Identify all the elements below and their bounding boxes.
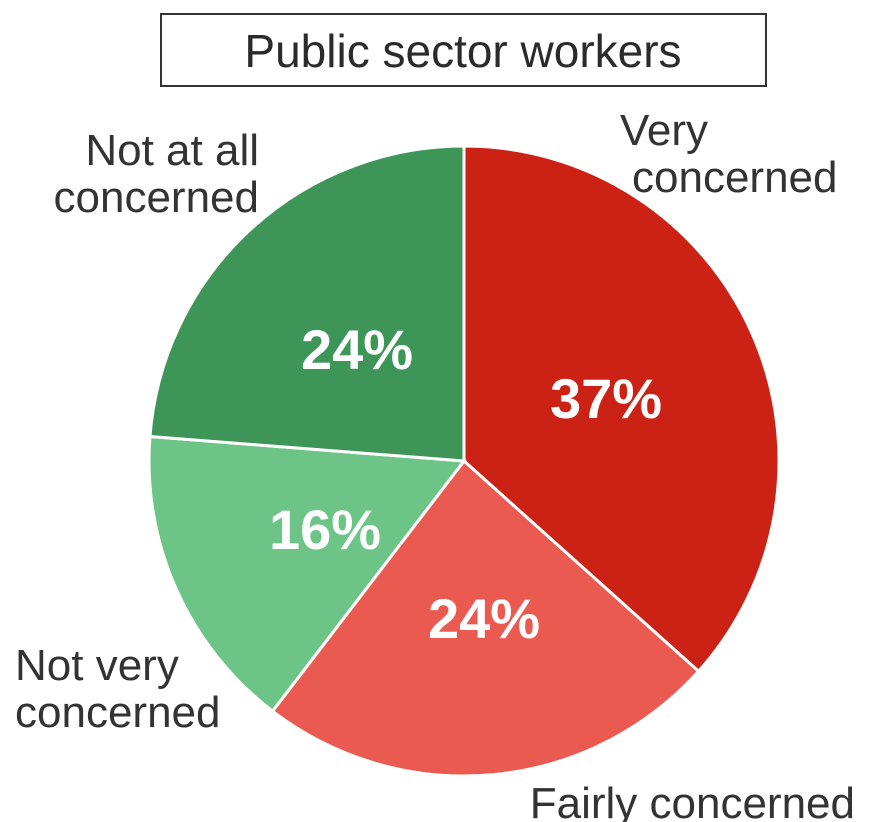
category-label-2-line-1: concerned [15, 688, 220, 737]
pie-slice-1 [270, 458, 701, 778]
percent-label-2: 16% [269, 498, 381, 561]
category-label-3-line-1: concerned [54, 173, 259, 222]
category-label-2-line-0: Not very [15, 641, 179, 690]
percent-labels: 37% 24% 16% 24% [269, 318, 662, 650]
percent-label-0: 37% [550, 367, 662, 430]
category-label-0-line-1: concerned [632, 153, 837, 202]
category-label-1: Fairly concerned [530, 779, 855, 822]
category-label-3: Not at all concerned [54, 126, 259, 222]
category-label-1-line-0: Fairly concerned [530, 779, 855, 822]
pie-slice-2 [147, 434, 467, 714]
category-label-0: Very concerned [620, 106, 837, 202]
category-label-3-line-0: Not at all [85, 126, 259, 175]
pie-slice-3 [148, 144, 466, 463]
category-label-2: Not very concerned [15, 641, 220, 737]
percent-label-1: 24% [428, 587, 540, 650]
percent-label-3: 24% [301, 318, 413, 381]
chart-title-box [160, 13, 767, 87]
chart-title: Public sector workers [160, 13, 767, 87]
chart-title-text: Public sector workers [244, 25, 681, 77]
category-label-0-line-0: Very [620, 106, 708, 155]
pie-slices [147, 144, 781, 778]
pie-slice-0 [462, 144, 781, 674]
